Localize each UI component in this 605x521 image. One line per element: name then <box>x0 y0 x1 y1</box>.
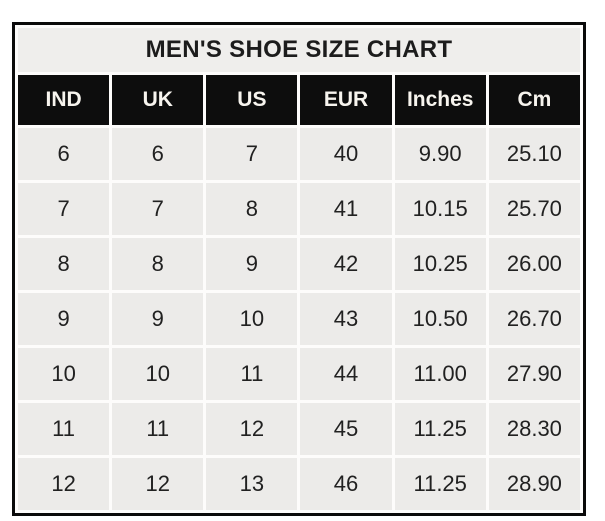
cell-us: 10 <box>206 293 298 345</box>
cell-cm: 28.90 <box>488 458 580 510</box>
cell-inches: 10.15 <box>394 183 486 235</box>
chart-title: MEN'S SHOE SIZE CHART <box>18 28 580 72</box>
cell-uk: 10 <box>112 348 204 400</box>
table-row: 10 10 11 44 11.00 27.90 <box>18 348 580 400</box>
cell-uk: 12 <box>112 458 204 510</box>
cell-ind: 6 <box>18 128 110 180</box>
cell-ind: 12 <box>18 458 110 510</box>
cell-inches: 10.50 <box>394 293 486 345</box>
column-header-uk: UK <box>112 75 204 125</box>
cell-cm: 26.00 <box>488 238 580 290</box>
cell-us: 7 <box>206 128 298 180</box>
cell-uk: 8 <box>112 238 204 290</box>
cell-eur: 43 <box>300 293 392 345</box>
shoe-size-table: MEN'S SHOE SIZE CHART IND UK US EUR Inch… <box>12 22 586 516</box>
cell-eur: 45 <box>300 403 392 455</box>
cell-us: 9 <box>206 238 298 290</box>
column-header-cm: Cm <box>488 75 580 125</box>
table-row: 8 8 9 42 10.25 26.00 <box>18 238 580 290</box>
cell-ind: 11 <box>18 403 110 455</box>
table-row: 11 11 12 45 11.25 28.30 <box>18 403 580 455</box>
cell-eur: 41 <box>300 183 392 235</box>
cell-uk: 6 <box>112 128 204 180</box>
cell-us: 8 <box>206 183 298 235</box>
cell-cm: 25.10 <box>488 128 580 180</box>
cell-ind: 8 <box>18 238 110 290</box>
cell-inches: 11.25 <box>394 403 486 455</box>
cell-us: 12 <box>206 403 298 455</box>
cell-us: 11 <box>206 348 298 400</box>
column-header-eur: EUR <box>300 75 392 125</box>
cell-inches: 9.90 <box>394 128 486 180</box>
cell-us: 13 <box>206 458 298 510</box>
column-header-us: US <box>206 75 298 125</box>
cell-eur: 42 <box>300 238 392 290</box>
table-row: 9 9 10 43 10.50 26.70 <box>18 293 580 345</box>
cell-uk: 9 <box>112 293 204 345</box>
cell-uk: 11 <box>112 403 204 455</box>
cell-ind: 7 <box>18 183 110 235</box>
column-header-inches: Inches <box>394 75 486 125</box>
cell-cm: 27.90 <box>488 348 580 400</box>
table-row: 6 6 7 40 9.90 25.10 <box>18 128 580 180</box>
title-row: MEN'S SHOE SIZE CHART <box>18 28 580 72</box>
cell-cm: 25.70 <box>488 183 580 235</box>
cell-uk: 7 <box>112 183 204 235</box>
cell-cm: 28.30 <box>488 403 580 455</box>
cell-ind: 10 <box>18 348 110 400</box>
cell-inches: 11.00 <box>394 348 486 400</box>
cell-inches: 11.25 <box>394 458 486 510</box>
header-row: IND UK US EUR Inches Cm <box>18 75 580 125</box>
column-header-ind: IND <box>18 75 110 125</box>
cell-ind: 9 <box>18 293 110 345</box>
shoe-size-chart: MEN'S SHOE SIZE CHART IND UK US EUR Inch… <box>12 22 586 516</box>
cell-eur: 46 <box>300 458 392 510</box>
cell-inches: 10.25 <box>394 238 486 290</box>
cell-eur: 40 <box>300 128 392 180</box>
table-row: 7 7 8 41 10.15 25.70 <box>18 183 580 235</box>
table-row: 12 12 13 46 11.25 28.90 <box>18 458 580 510</box>
cell-cm: 26.70 <box>488 293 580 345</box>
cell-eur: 44 <box>300 348 392 400</box>
